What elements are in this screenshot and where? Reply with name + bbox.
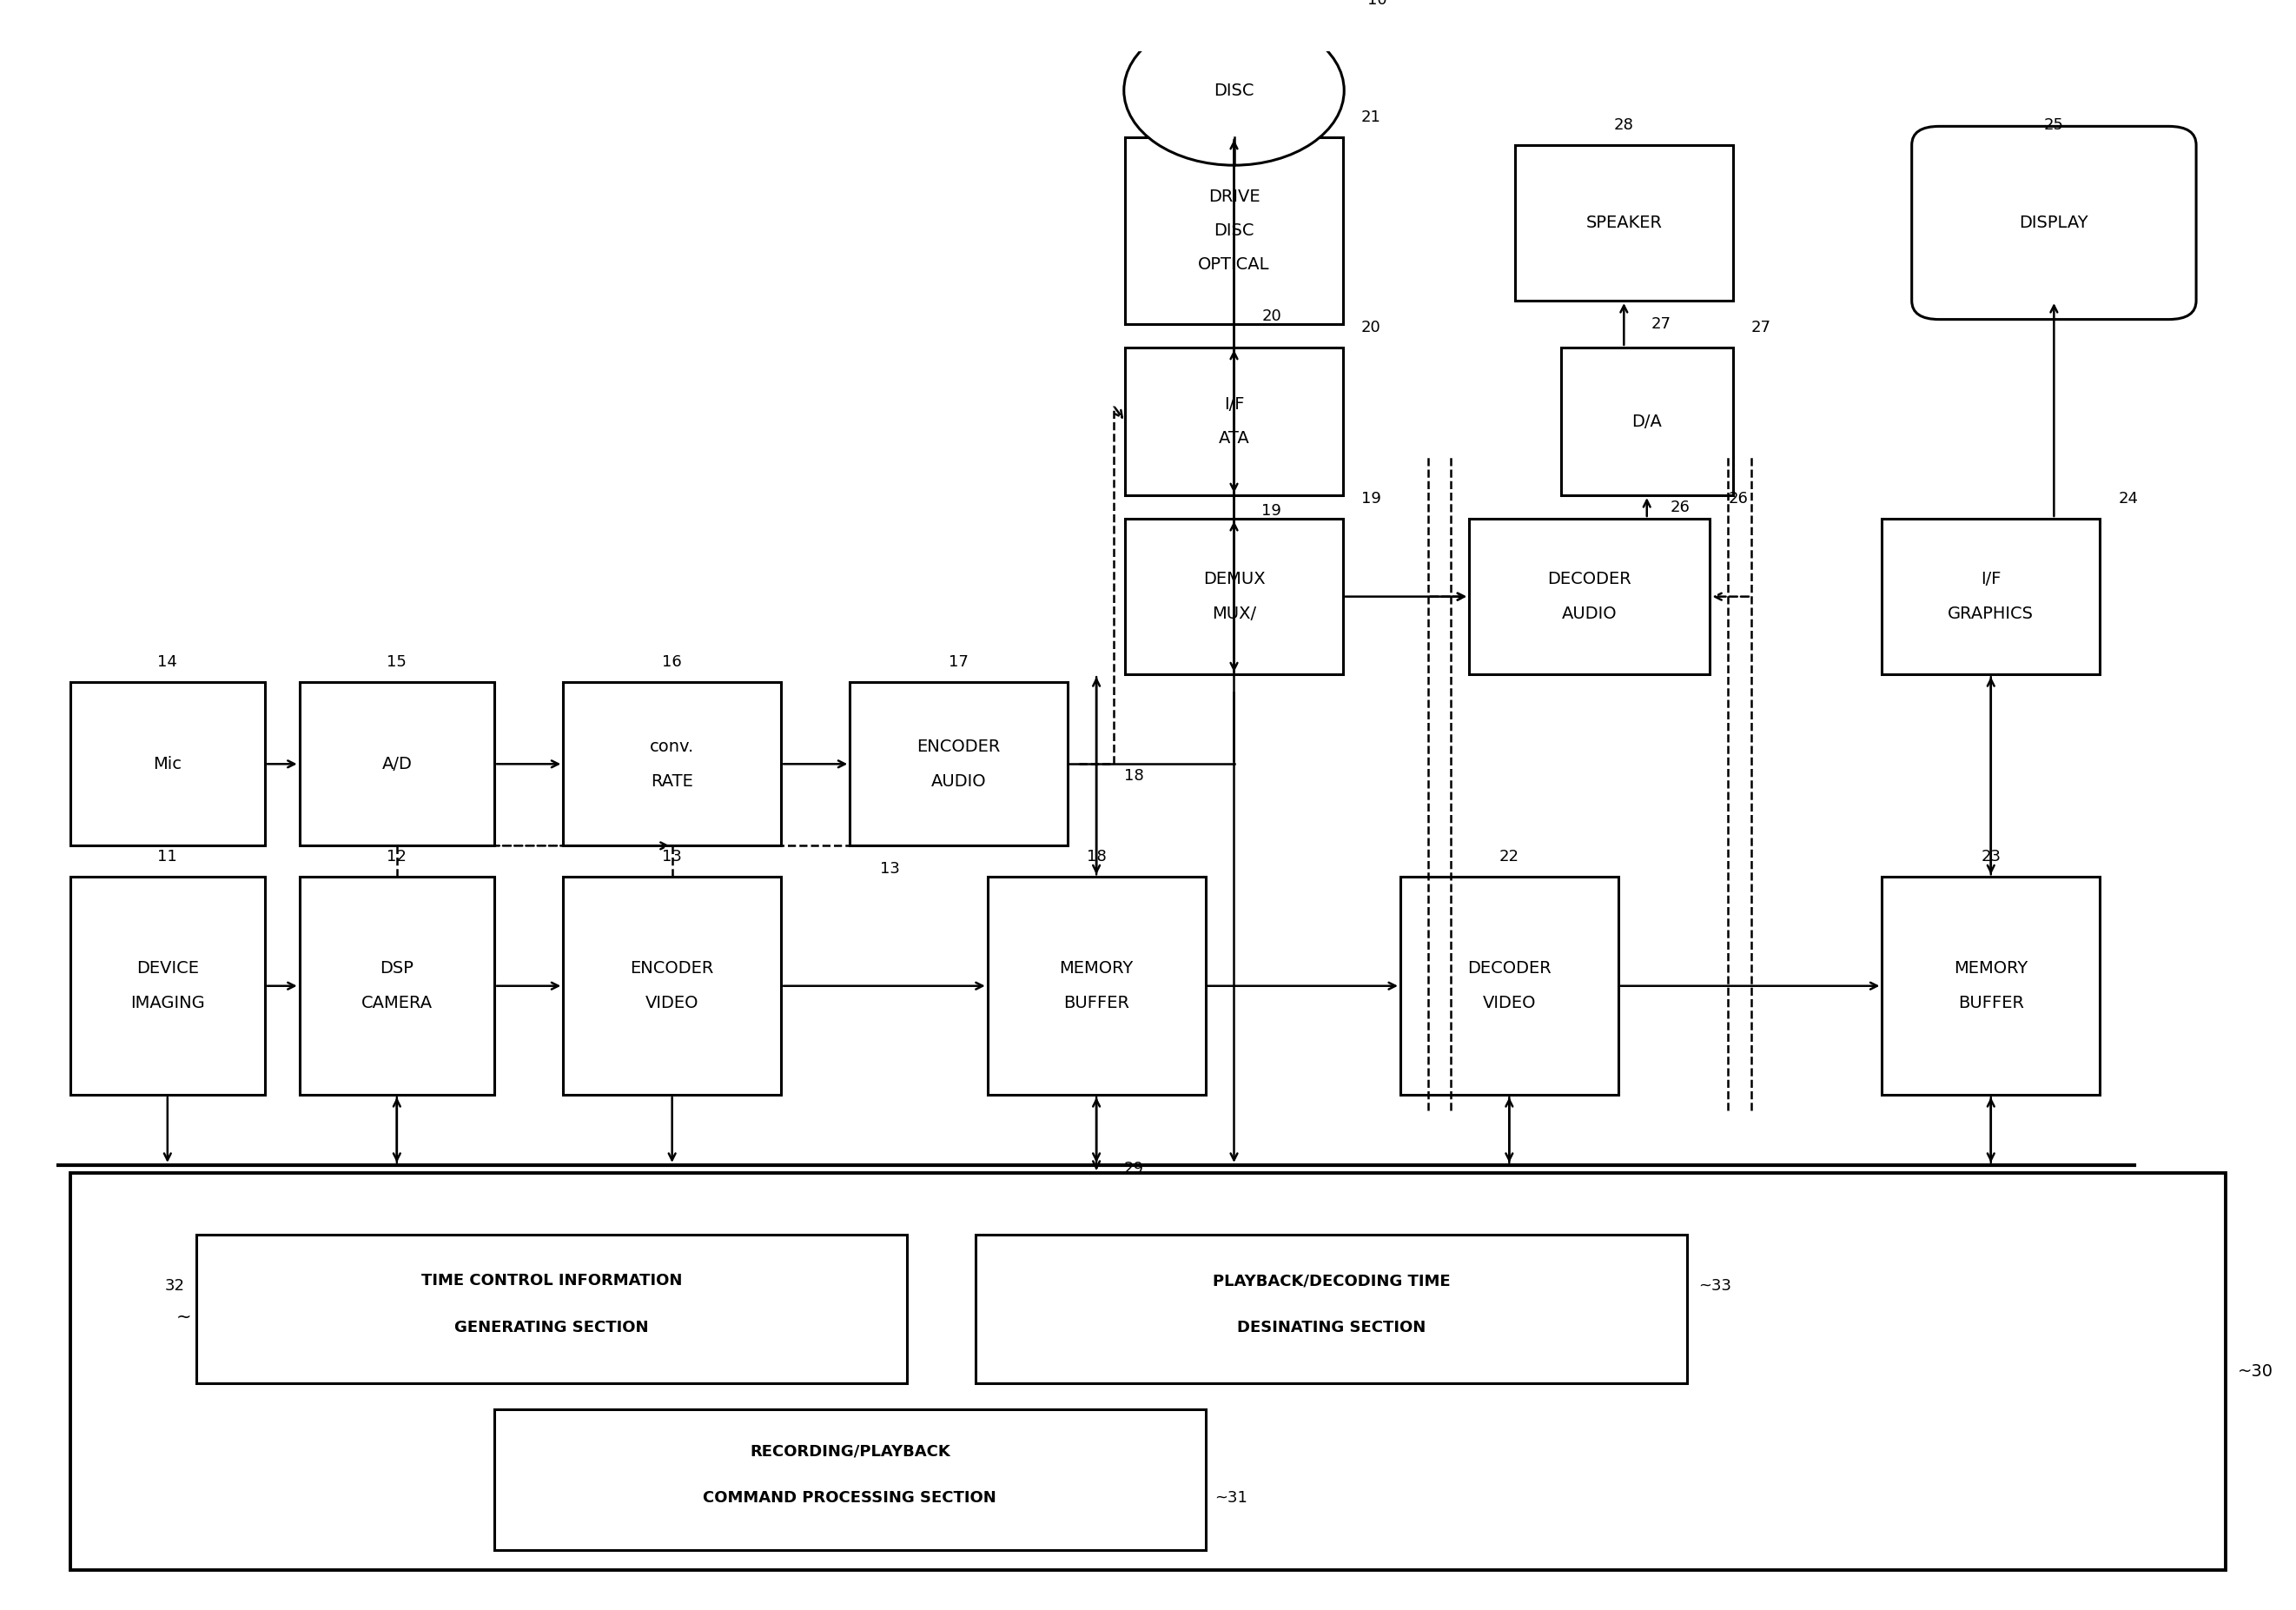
- Text: MEMORY: MEMORY: [1954, 961, 2027, 977]
- Text: 27: 27: [1651, 316, 1671, 332]
- Text: 18: 18: [1086, 848, 1107, 865]
- Text: DESINATING SECTION: DESINATING SECTION: [1238, 1320, 1426, 1336]
- Text: TIME CONTROL INFORMATION: TIME CONTROL INFORMATION: [420, 1274, 682, 1290]
- Text: GRAPHICS: GRAPHICS: [1947, 605, 2034, 621]
- Text: VIDEO: VIDEO: [645, 995, 698, 1011]
- Text: DISPLAY: DISPLAY: [2020, 214, 2089, 232]
- Text: 28: 28: [1614, 118, 1635, 132]
- FancyBboxPatch shape: [298, 877, 494, 1095]
- Text: 19: 19: [1362, 491, 1382, 506]
- Text: 24: 24: [2119, 491, 2138, 506]
- Text: 26: 26: [1729, 491, 1747, 506]
- FancyBboxPatch shape: [298, 683, 494, 845]
- Text: 20: 20: [1261, 309, 1281, 324]
- FancyBboxPatch shape: [1401, 877, 1619, 1095]
- Text: ~33: ~33: [1699, 1278, 1731, 1293]
- Text: 22: 22: [1499, 848, 1520, 865]
- Text: SPEAKER: SPEAKER: [1587, 214, 1662, 232]
- Text: 20: 20: [1362, 319, 1382, 335]
- Text: DECODER: DECODER: [1548, 572, 1632, 588]
- Text: RATE: RATE: [650, 773, 693, 789]
- FancyBboxPatch shape: [1515, 145, 1733, 301]
- Text: Mic: Mic: [154, 755, 181, 773]
- FancyBboxPatch shape: [563, 877, 781, 1095]
- FancyBboxPatch shape: [987, 877, 1205, 1095]
- FancyBboxPatch shape: [1913, 126, 2197, 319]
- Text: PLAYBACK/DECODING TIME: PLAYBACK/DECODING TIME: [1212, 1274, 1451, 1290]
- Text: 17: 17: [948, 654, 969, 670]
- Text: 12: 12: [388, 848, 406, 865]
- FancyBboxPatch shape: [1561, 348, 1733, 496]
- Text: 11: 11: [158, 848, 177, 865]
- Text: A/D: A/D: [381, 755, 411, 773]
- Text: 32: 32: [165, 1278, 184, 1293]
- Text: BUFFER: BUFFER: [1958, 995, 2023, 1011]
- Text: 25: 25: [2043, 118, 2064, 132]
- Text: 19: 19: [1261, 502, 1281, 518]
- Text: 16: 16: [661, 654, 682, 670]
- Text: DISC: DISC: [1215, 82, 1254, 98]
- FancyBboxPatch shape: [1125, 518, 1343, 675]
- Text: 21: 21: [1362, 109, 1382, 124]
- Text: OPTICAL: OPTICAL: [1199, 256, 1270, 274]
- Text: AUDIO: AUDIO: [1561, 605, 1616, 621]
- Text: GENERATING SECTION: GENERATING SECTION: [455, 1320, 650, 1336]
- Text: CAMERA: CAMERA: [360, 995, 432, 1011]
- Text: 29: 29: [1125, 1161, 1143, 1177]
- Text: 23: 23: [1981, 848, 2000, 865]
- Text: ~30: ~30: [2239, 1364, 2273, 1380]
- Text: MUX/: MUX/: [1212, 605, 1256, 621]
- Text: conv.: conv.: [650, 739, 693, 755]
- Text: D/A: D/A: [1632, 414, 1662, 430]
- Text: DSP: DSP: [379, 961, 413, 977]
- FancyBboxPatch shape: [850, 683, 1068, 845]
- Text: 27: 27: [1752, 319, 1770, 335]
- Text: 13: 13: [879, 861, 900, 877]
- Text: DECODER: DECODER: [1467, 961, 1552, 977]
- Text: 18: 18: [1125, 768, 1143, 784]
- Text: RECORDING/PLAYBACK: RECORDING/PLAYBACK: [748, 1444, 951, 1459]
- Text: 10: 10: [1366, 0, 1387, 8]
- Text: IMAGING: IMAGING: [131, 995, 204, 1011]
- Text: DISC: DISC: [1215, 222, 1254, 238]
- Text: DRIVE: DRIVE: [1208, 188, 1261, 204]
- FancyBboxPatch shape: [1125, 137, 1343, 324]
- Text: ~: ~: [177, 1307, 191, 1325]
- FancyBboxPatch shape: [69, 877, 264, 1095]
- Text: ENCODER: ENCODER: [916, 739, 1001, 755]
- Text: I/F: I/F: [1981, 572, 2002, 588]
- Text: ~31: ~31: [1215, 1491, 1247, 1505]
- Text: 14: 14: [158, 654, 177, 670]
- Text: DEMUX: DEMUX: [1203, 572, 1265, 588]
- Text: COMMAND PROCESSING SECTION: COMMAND PROCESSING SECTION: [703, 1491, 996, 1505]
- FancyBboxPatch shape: [976, 1235, 1688, 1383]
- FancyBboxPatch shape: [563, 683, 781, 845]
- Text: I/F: I/F: [1224, 396, 1244, 412]
- Text: DEVICE: DEVICE: [135, 961, 200, 977]
- Circle shape: [1125, 16, 1343, 166]
- Text: 13: 13: [661, 848, 682, 865]
- FancyBboxPatch shape: [1125, 348, 1343, 496]
- FancyBboxPatch shape: [69, 683, 264, 845]
- Text: 15: 15: [388, 654, 406, 670]
- FancyBboxPatch shape: [69, 1172, 2227, 1570]
- Text: 26: 26: [1669, 499, 1690, 515]
- FancyBboxPatch shape: [195, 1235, 907, 1383]
- FancyBboxPatch shape: [494, 1409, 1205, 1549]
- Text: AUDIO: AUDIO: [932, 773, 987, 789]
- FancyBboxPatch shape: [1883, 877, 2101, 1095]
- Text: MEMORY: MEMORY: [1058, 961, 1134, 977]
- FancyBboxPatch shape: [1469, 518, 1711, 675]
- Text: ENCODER: ENCODER: [629, 961, 714, 977]
- Text: ATA: ATA: [1219, 430, 1249, 448]
- Text: BUFFER: BUFFER: [1063, 995, 1130, 1011]
- FancyBboxPatch shape: [1883, 518, 2101, 675]
- Text: VIDEO: VIDEO: [1483, 995, 1536, 1011]
